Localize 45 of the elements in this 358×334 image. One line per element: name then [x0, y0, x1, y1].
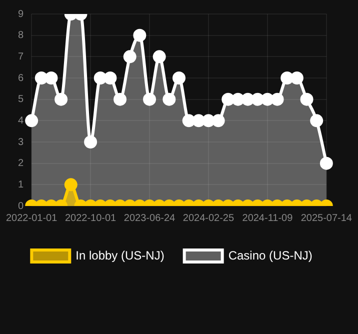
y-tick-label: 8 — [18, 30, 24, 42]
point — [192, 114, 206, 128]
point — [143, 92, 156, 106]
y-tick-label: 3 — [18, 136, 24, 148]
point — [202, 114, 215, 128]
point — [280, 72, 294, 84]
point — [270, 92, 284, 106]
point — [241, 92, 254, 106]
point — [54, 92, 68, 106]
y-tick-label: 0 — [18, 200, 24, 212]
y-tick-label: 4 — [18, 115, 24, 126]
legend-label: In lobby (US-NJ) — [76, 248, 164, 262]
point — [172, 72, 186, 84]
point — [290, 72, 304, 84]
point — [94, 72, 107, 84]
y-tick-label: 1 — [18, 179, 24, 190]
x-tick-label: 2024-02-25 — [182, 212, 234, 224]
point — [231, 92, 244, 106]
point — [123, 50, 136, 64]
y-tick-label: 2 — [18, 158, 24, 170]
x-tick-label: 2022-01-01 — [6, 212, 58, 224]
point — [251, 92, 264, 106]
x-tick-label: 2024-11-09 — [242, 212, 294, 224]
point — [260, 92, 274, 106]
y-tick-label: 6 — [18, 72, 24, 84]
x-tick-label: 2025-07-14 — [300, 212, 352, 224]
point — [25, 114, 38, 128]
legend-label: Casino (US-NJ) — [228, 248, 312, 262]
point — [152, 50, 166, 64]
point — [300, 92, 314, 106]
x-tick-label: 2023-06-24 — [124, 212, 176, 224]
y-tick-label: 5 — [18, 94, 24, 106]
point — [84, 136, 98, 148]
x-tick-label: 2022-10-01 — [64, 212, 117, 224]
point — [310, 114, 324, 128]
point — [114, 92, 127, 106]
point — [104, 72, 117, 84]
y-tick-label: 7 — [18, 51, 24, 62]
point — [222, 92, 235, 106]
point — [34, 72, 48, 84]
point — [212, 114, 225, 128]
point — [182, 114, 196, 128]
point — [162, 92, 176, 106]
y-tick-label: 9 — [18, 8, 24, 20]
point — [44, 72, 58, 84]
